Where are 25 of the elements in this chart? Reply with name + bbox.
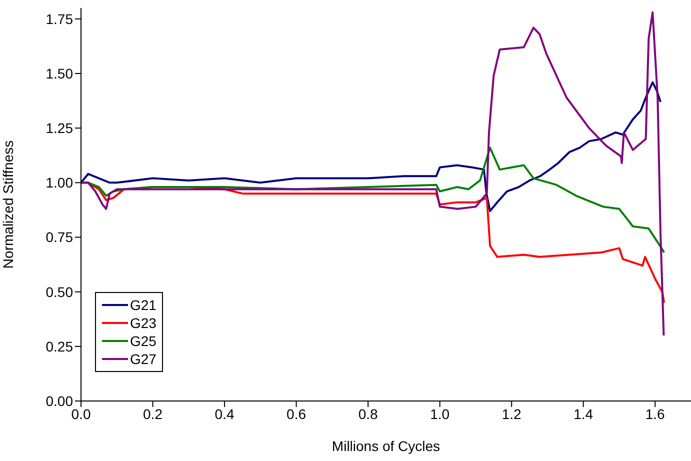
y-tick-label: 0.50 xyxy=(46,284,74,300)
x-tick-label: 0.0 xyxy=(71,406,91,422)
legend-label: G25 xyxy=(130,333,156,349)
x-tick-label: 1.6 xyxy=(645,406,666,422)
x-tick-label: 1.4 xyxy=(574,406,594,422)
line-series xyxy=(81,81,662,212)
y-tick-label: 0.25 xyxy=(46,338,74,354)
legend-label: G21 xyxy=(130,297,156,313)
legend-label: G23 xyxy=(130,315,156,331)
line-series xyxy=(81,11,665,336)
x-tick-label: 0.4 xyxy=(214,406,234,422)
y-tick-label: 1.75 xyxy=(46,10,74,27)
x-tick-label: 0.6 xyxy=(286,406,306,422)
x-axis-title: Millions of Cycles xyxy=(332,438,440,454)
x-tick-label: 0.2 xyxy=(143,406,163,422)
y-tick-label: 0.75 xyxy=(46,229,74,246)
x-tick-label: 1.2 xyxy=(502,406,522,422)
y-tick-label: 1.50 xyxy=(46,65,74,82)
legend-label: G27 xyxy=(130,351,156,367)
y-tick-label: 1.00 xyxy=(46,174,74,191)
x-tick-label: 0.8 xyxy=(358,406,378,422)
y-axis-title: Normalized Stiffness xyxy=(0,140,16,269)
y-tick-label: 0.00 xyxy=(46,392,74,409)
x-tick-label: 1.0 xyxy=(430,406,450,422)
y-tick-label: 1.25 xyxy=(46,120,74,136)
